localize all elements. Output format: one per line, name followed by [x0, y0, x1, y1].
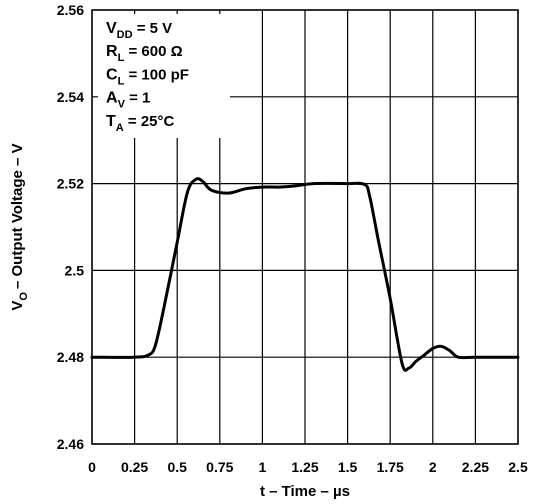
series-line-0 — [90, 177, 520, 372]
y-axis-label: VO– Output Voltage – V — [9, 143, 30, 310]
x-tick-label: 0.75 — [206, 459, 233, 475]
x-axis-label: t – Time – µs — [260, 483, 350, 500]
y-tick-label: 2.52 — [57, 176, 84, 192]
x-tick-label: 1 — [259, 459, 267, 475]
x-tick-label: 2.25 — [462, 459, 489, 475]
x-tick-label: 0 — [88, 459, 96, 475]
x-tick-label: 1.5 — [338, 459, 358, 475]
conditions-legend: VDD = 5 VRL = 600 ΩCL = 100 pF AV = 1TA =… — [98, 14, 230, 138]
x-axis-ticks: 0 0.25 0.5 0.75 1 1.25 1.5 1.75 2 2.25 2.5 — [88, 459, 528, 475]
y-tick-label: 2.54 — [57, 89, 84, 105]
x-tick-label: 2 — [429, 459, 437, 475]
conditions-background — [98, 14, 230, 138]
condition-label: VDD = 5 V — [106, 20, 172, 41]
condition-label: RL = 600 Ω — [106, 43, 183, 64]
plot-frame — [91, 9, 519, 445]
y-axis-ticks: 2.46 2.48 2.5 2.52 2.54 2.56 — [57, 2, 84, 452]
x-tick-label: 0.5 — [167, 459, 187, 475]
x-tick-label: 0.25 — [121, 459, 148, 475]
x-tick-label: 1.75 — [377, 459, 404, 475]
y-tick-label: 2.48 — [57, 349, 84, 365]
x-tick-label: 1.25 — [291, 459, 318, 475]
condition-label: TA = 25°C — [106, 113, 175, 134]
y-tick-label: 2.56 — [57, 2, 84, 18]
y-tick-label: 2.5 — [65, 262, 85, 278]
x-tick-label: 2.5 — [508, 459, 528, 475]
y-tick-label: 2.46 — [57, 436, 84, 452]
data-layer — [90, 177, 520, 372]
condition-label: CL = 100 pF — [106, 66, 189, 87]
condition-label: AV = 1 — [106, 90, 150, 111]
